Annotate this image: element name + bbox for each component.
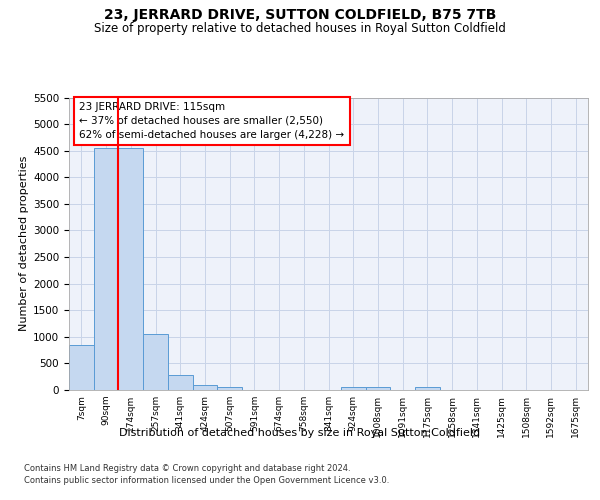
Bar [69,345,94,390]
Text: Size of property relative to detached houses in Royal Sutton Coldfield: Size of property relative to detached ho… [94,22,506,35]
Text: 23, JERRARD DRIVE, SUTTON COLDFIELD, B75 7TB: 23, JERRARD DRIVE, SUTTON COLDFIELD, B75… [104,8,496,22]
Text: 23 JERRARD DRIVE: 115sqm
← 37% of detached houses are smaller (2,550)
62% of sem: 23 JERRARD DRIVE: 115sqm ← 37% of detach… [79,102,344,140]
Text: Distribution of detached houses by size in Royal Sutton Coldfield: Distribution of detached houses by size … [119,428,481,438]
Bar [168,374,193,390]
Bar [217,388,242,390]
Bar [118,148,143,390]
Text: Contains public sector information licensed under the Open Government Licence v3: Contains public sector information licen… [24,476,389,485]
Bar [365,387,390,390]
Text: Contains HM Land Registry data © Crown copyright and database right 2024.: Contains HM Land Registry data © Crown c… [24,464,350,473]
Bar [94,148,118,390]
Bar [341,387,365,390]
Bar [143,334,168,390]
Bar [415,388,440,390]
Bar [193,384,217,390]
Y-axis label: Number of detached properties: Number of detached properties [19,156,29,332]
